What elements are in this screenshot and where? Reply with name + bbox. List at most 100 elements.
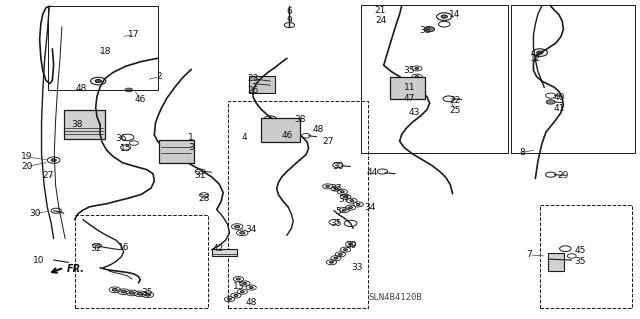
Circle shape [334, 257, 338, 259]
Text: 20: 20 [21, 162, 33, 171]
Bar [212, 249, 237, 256]
Text: 12: 12 [530, 55, 541, 63]
Text: 38: 38 [71, 120, 83, 129]
Bar [75, 215, 209, 308]
Bar [548, 253, 564, 271]
Text: 8: 8 [520, 148, 525, 157]
Text: 48: 48 [246, 298, 257, 307]
Bar [64, 110, 105, 139]
Text: 10: 10 [33, 256, 44, 264]
Text: 47: 47 [404, 94, 415, 103]
Text: 22: 22 [449, 96, 461, 105]
Circle shape [228, 298, 232, 300]
Text: 33: 33 [351, 263, 363, 272]
Circle shape [349, 243, 353, 245]
Text: 40: 40 [553, 93, 564, 102]
Circle shape [415, 83, 419, 85]
Text: 44: 44 [367, 168, 378, 177]
Circle shape [70, 125, 83, 131]
Text: 28: 28 [198, 194, 210, 203]
Text: 18: 18 [99, 47, 111, 56]
Circle shape [339, 253, 342, 255]
Text: 35: 35 [574, 257, 586, 266]
Text: 9: 9 [287, 17, 292, 26]
Circle shape [121, 290, 126, 293]
Text: 43: 43 [408, 108, 420, 117]
Circle shape [537, 51, 543, 54]
Circle shape [291, 122, 298, 126]
Circle shape [326, 185, 330, 187]
Circle shape [237, 278, 241, 280]
Circle shape [441, 15, 447, 18]
Bar [362, 4, 508, 153]
Text: 1: 1 [188, 133, 194, 143]
Circle shape [235, 225, 240, 228]
Circle shape [546, 100, 555, 104]
Text: 36: 36 [115, 134, 127, 144]
Text: 24: 24 [375, 17, 386, 26]
Circle shape [424, 27, 435, 32]
Text: 34: 34 [364, 203, 376, 212]
Text: 48: 48 [313, 125, 324, 134]
Text: 39: 39 [345, 241, 356, 250]
Text: FR.: FR. [67, 263, 84, 274]
Text: 35: 35 [330, 219, 342, 228]
Text: SLN4B4120B: SLN4B4120B [368, 293, 422, 301]
Text: 17: 17 [128, 30, 140, 39]
Text: 30: 30 [332, 162, 344, 171]
Text: 35: 35 [403, 66, 415, 75]
Circle shape [344, 249, 348, 250]
Circle shape [415, 68, 419, 69]
Bar [248, 76, 275, 93]
Text: 6: 6 [287, 7, 292, 16]
Text: 27: 27 [42, 171, 54, 181]
Circle shape [168, 147, 181, 154]
Circle shape [240, 232, 245, 234]
Text: 38: 38 [294, 115, 305, 123]
Text: 48: 48 [76, 84, 87, 93]
Circle shape [415, 76, 419, 78]
Circle shape [129, 292, 134, 294]
Circle shape [334, 188, 338, 189]
Text: 15: 15 [120, 144, 131, 153]
Circle shape [340, 191, 344, 193]
Text: 14: 14 [449, 10, 461, 19]
Text: 31: 31 [195, 171, 206, 181]
Text: 30: 30 [29, 209, 41, 219]
Text: 21: 21 [375, 6, 386, 15]
Bar [261, 118, 300, 142]
Circle shape [268, 118, 273, 120]
Circle shape [342, 209, 346, 211]
Circle shape [394, 82, 419, 95]
Text: 7: 7 [526, 250, 532, 259]
Text: 25: 25 [449, 106, 461, 115]
Circle shape [125, 88, 132, 92]
Text: 13: 13 [233, 282, 244, 291]
Text: 5: 5 [335, 207, 340, 216]
Text: 27: 27 [322, 137, 333, 146]
Circle shape [95, 79, 101, 83]
Text: 46: 46 [281, 131, 292, 140]
Text: 46: 46 [134, 95, 146, 104]
Circle shape [51, 159, 56, 161]
Circle shape [349, 207, 353, 209]
Text: 23: 23 [248, 74, 259, 83]
Bar [48, 6, 157, 90]
Circle shape [241, 291, 244, 293]
Circle shape [344, 196, 348, 198]
Bar [390, 77, 425, 100]
Circle shape [330, 261, 333, 263]
Circle shape [356, 204, 360, 205]
Text: 19: 19 [21, 152, 33, 161]
Text: 26: 26 [248, 86, 259, 95]
Bar [540, 205, 632, 308]
Circle shape [400, 85, 412, 91]
Text: 38: 38 [419, 26, 431, 35]
Text: 3: 3 [188, 143, 194, 152]
Text: 35: 35 [141, 288, 152, 297]
Circle shape [272, 128, 285, 134]
Text: 29: 29 [557, 171, 569, 181]
Text: 4: 4 [242, 133, 248, 143]
Text: 32: 32 [90, 244, 101, 253]
Text: 37: 37 [339, 195, 350, 204]
